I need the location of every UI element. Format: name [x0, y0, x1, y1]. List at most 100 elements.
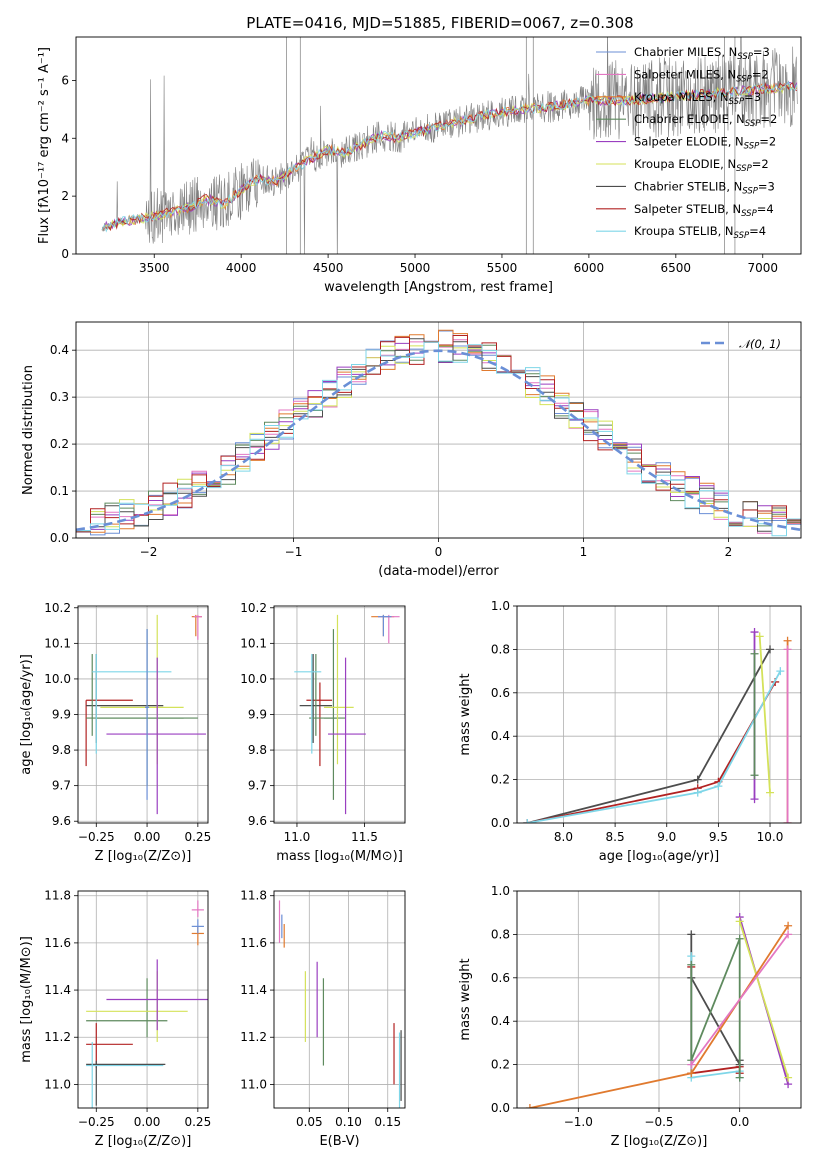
x-tick-label: 5000: [400, 261, 431, 275]
legend-entry: Kroupa MILES, NSSP=3: [634, 90, 761, 107]
y-tick-label: 0.6: [491, 686, 510, 700]
weight-marker: [693, 775, 702, 784]
weight-marker: [750, 649, 759, 658]
x-tick-label: 7000: [747, 261, 778, 275]
weight-marker: [687, 930, 696, 939]
x-tick-label: 8.5: [606, 830, 625, 844]
y-tick-label: 10.1: [240, 636, 267, 650]
legend-entry: Kroupa ELODIE, NSSP=2: [634, 157, 769, 174]
weight-marker: [784, 921, 793, 930]
x-tick-label: 9.0: [657, 830, 676, 844]
x-tick-label: −0.5: [644, 1115, 673, 1129]
legend-entry: Chabrier ELODIE, NSSP=2: [634, 112, 777, 129]
plot-frame: [273, 605, 406, 824]
weight-marker: [750, 795, 759, 804]
y-axis-label: mass weight: [458, 673, 473, 755]
weight-line: [690, 933, 789, 1066]
plot-frame: [516, 890, 802, 1109]
y-tick-label: 2: [61, 189, 69, 203]
spectrum-model-kroupa_stelib: [101, 81, 798, 233]
y-tick-label: 0.4: [491, 1014, 510, 1028]
weight-marker: [687, 1069, 696, 1078]
plot-area-mass-vs-Z: [86, 900, 208, 1108]
y-tick-label: 10.2: [44, 601, 71, 615]
legend-entry: Salpeter ELODIE, NSSP=2: [634, 135, 776, 152]
y-tick-label: 11.6: [240, 936, 267, 950]
x-tick-label: 0.05: [296, 1115, 323, 1129]
weight-marker: [525, 1104, 534, 1108]
x-tick-label: 10.0: [757, 830, 784, 844]
spectrum-legend: Chabrier MILES, NSSP=3 Salpeter MILES, NS…: [596, 45, 777, 241]
y-tick-label: 0.0: [491, 1101, 510, 1115]
y-tick-label: 1.0: [491, 599, 510, 613]
x-axis-label: (data-model)/error: [378, 564, 499, 579]
x-tick-label: 0.00: [134, 830, 161, 844]
weight-marker: [735, 1073, 744, 1082]
plot-frame: [273, 890, 406, 1109]
y-tick-label: 11.0: [240, 1077, 267, 1091]
weight-marker: [783, 645, 792, 654]
weight-marker: [766, 788, 775, 797]
y-tick-label: 0.4: [50, 343, 69, 357]
x-tick-label: 0: [435, 545, 443, 559]
weight-line: [758, 636, 771, 793]
weight-marker: [687, 960, 696, 969]
weight-line: [738, 921, 789, 1078]
y-axis-label: Normed distribution: [21, 365, 36, 495]
y-tick-label: 10.2: [240, 601, 267, 615]
weight-marker: [784, 930, 793, 939]
y-tick-label: 4: [61, 131, 69, 145]
x-tick-label: 0.15: [374, 1115, 401, 1129]
y-tick-label: 0.2: [491, 1058, 510, 1072]
x-tick-label: 6000: [574, 261, 605, 275]
x-tick-label: 9.5: [709, 830, 728, 844]
y-tick-label: 0.4: [491, 729, 510, 743]
panel-weight-vs-age: 8.0 8.5 9.0 9.5 10.0 0.0 0.2 0.4 0.6 0.8 1.0 age [l…: [458, 599, 802, 864]
x-tick-label: 4500: [313, 261, 344, 275]
plot-frame: [75, 321, 802, 539]
x-axis-label: mass [log₁₀(M/M⊙)]: [276, 849, 403, 864]
legend-entry: Chabrier MILES, NSSP=3: [634, 45, 770, 62]
panel-age-vs-Z: −0.25 0.00 0.25 9.6 9.7 9.8 9.9 10.0 10.1 10.2 Z […: [19, 601, 211, 864]
y-tick-label: 11.4: [240, 983, 267, 997]
y-tick-label: 6: [61, 73, 69, 87]
x-tick-label: 11.0: [284, 830, 311, 844]
legend-entry: Salpeter STELIB, NSSP=4: [634, 202, 774, 219]
y-tick-label: 9.9: [248, 708, 267, 722]
x-tick-label: 2: [725, 545, 733, 559]
weight-marker: [693, 788, 702, 797]
plot-area-residuals: [76, 329, 801, 537]
legend-entry: Kroupa STELIB, NSSP=4: [634, 224, 766, 241]
panel-mass-vs-ebv: 0.05 0.10 0.15 11.0 11.2 11.4 11.6 11.8 E(B-V): [240, 889, 406, 1149]
x-tick-label: −2: [140, 545, 158, 559]
y-tick-label: 9.7: [52, 779, 71, 793]
weight-marker: [783, 636, 792, 645]
x-tick-label: 11.5: [351, 830, 378, 844]
panel-mass-vs-Z: −0.25 0.00 0.25 11.0 11.2 11.4 11.6 11.8 Z [log₁…: [19, 889, 211, 1149]
panel-weight-vs-Z: −1.0 −0.5 0.0 0.0 0.2 0.4 0.6 0.8 1.0 Z [log₁₀(Z/…: [458, 884, 802, 1149]
x-tick-label: 3500: [139, 261, 170, 275]
x-tick-label: 0.00: [134, 1115, 161, 1129]
gaussian-curve: [76, 349, 801, 532]
weight-marker: [687, 952, 696, 961]
x-axis-label: Z [log₁₀(Z/Z⊙)]: [611, 1134, 708, 1149]
weight-marker: [755, 632, 764, 641]
plot-frame: [516, 605, 802, 824]
y-tick-label: 10.1: [44, 636, 71, 650]
y-tick-label: 0.0: [491, 816, 510, 830]
x-tick-label: 0.25: [184, 1115, 211, 1129]
weight-marker: [523, 819, 532, 823]
spectrum-model-salpeter_stelib: [101, 82, 798, 232]
x-axis-label: wavelength [Angstrom, rest frame]: [324, 280, 553, 295]
x-tick-label: 8.0: [554, 830, 573, 844]
y-tick-label: 0.1: [50, 484, 69, 498]
weight-marker: [714, 782, 723, 791]
y-tick-label: 9.6: [248, 814, 267, 828]
y-tick-label: 11.8: [240, 889, 267, 903]
y-tick-label: 9.8: [52, 743, 71, 757]
x-tick-label: 4000: [226, 261, 257, 275]
y-axis-label: mass weight: [458, 958, 473, 1040]
x-axis-label: Z [log₁₀(Z/Z⊙)]: [95, 1134, 192, 1149]
y-tick-label: 0: [61, 247, 69, 261]
plot-frame: [77, 605, 209, 824]
